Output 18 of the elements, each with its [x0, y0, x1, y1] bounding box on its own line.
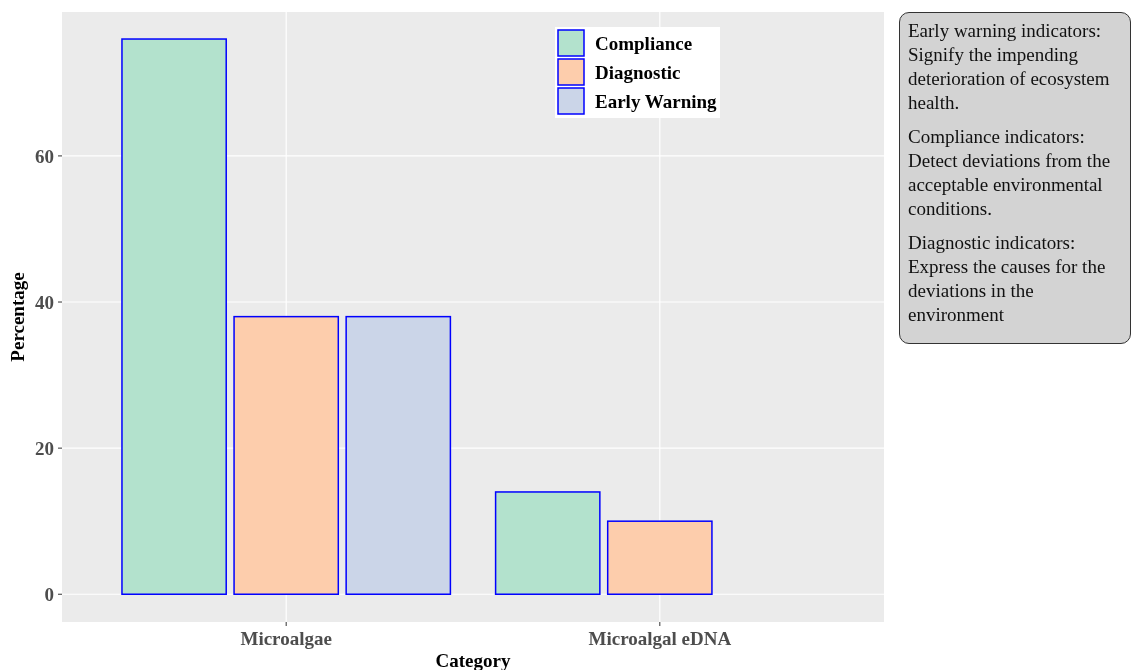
- y-axis-title: Percentage: [7, 272, 28, 362]
- bar: [233, 315, 340, 595]
- bar: [494, 491, 601, 595]
- x-tick-label: Microalgal eDNA: [588, 628, 732, 649]
- legend-label: Early Warning: [595, 90, 718, 112]
- bar: [345, 315, 452, 595]
- y-tick-label: 0: [44, 583, 54, 605]
- text: Diagnostic indicators: Express the causes for the deviations in the environment: [908, 231, 1107, 327]
- y-tick-label: 20: [35, 437, 54, 459]
- bar: [121, 38, 227, 595]
- bar: [606, 520, 713, 595]
- y-tick-label: 40: [35, 291, 54, 313]
- legend-label: Compliance: [595, 32, 693, 54]
- x-tick-label: Microalgae: [240, 628, 332, 649]
- text: Compliance indicators: Detect deviations from the acceptable environmental conditions.: [908, 125, 1112, 221]
- text: Early warning indicators: Signify the impending deterioration of ecosystem health.: [908, 19, 1111, 115]
- y-tick-label: 60: [35, 145, 54, 167]
- legend-label: Diagnostic: [595, 61, 681, 83]
